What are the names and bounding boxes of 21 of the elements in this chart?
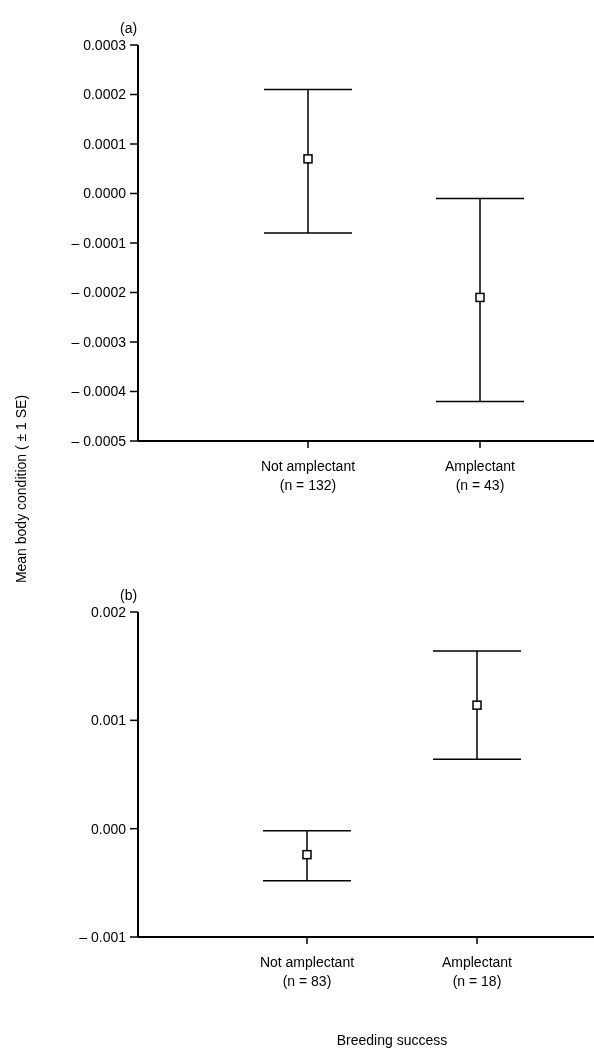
- y-tick-label: 0.0003: [83, 36, 127, 53]
- y-tick-label: – 0.0002: [71, 284, 127, 301]
- y-axis-title: Mean body condition ( ± 1 SE): [13, 394, 29, 584]
- x-tick-label: Not amplectant (n = 132): [260, 458, 356, 493]
- y-tick-label: – 0.0005: [71, 432, 127, 449]
- chart-title: (a): [120, 20, 138, 36]
- y-tick-label: 0.000: [90, 820, 127, 837]
- x-tick-label: Amplectant (n = 18): [441, 954, 513, 989]
- y-tick-label: – 0.0001: [71, 234, 127, 251]
- y-tick-label: 0.0000: [83, 185, 127, 202]
- y-tick-label: – 0.0003: [71, 333, 127, 350]
- x-tick-label: Amplectant (n = 43): [444, 458, 516, 493]
- y-tick-label: 0.0002: [83, 86, 127, 103]
- y-tick-label: 0.001: [90, 712, 127, 729]
- y-tick-label: – 0.0004: [71, 383, 127, 400]
- chart-title: (b): [120, 587, 138, 603]
- y-tick-label: 0.002: [90, 603, 127, 620]
- x-tick-label: Not amplectant (n = 83): [259, 954, 355, 989]
- y-tick-label: – 0.001: [79, 928, 127, 945]
- y-tick-label: 0.0001: [83, 135, 127, 152]
- x-axis-title: Breeding success: [336, 1032, 448, 1048]
